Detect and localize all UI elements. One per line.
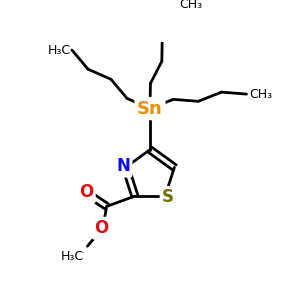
Text: O: O xyxy=(94,219,109,237)
Text: CH₃: CH₃ xyxy=(179,0,202,11)
Text: H₃C: H₃C xyxy=(60,250,83,263)
Text: H₃C: H₃C xyxy=(47,44,70,56)
Text: O: O xyxy=(79,183,93,201)
Text: Sn: Sn xyxy=(137,100,163,118)
Text: N: N xyxy=(116,157,130,175)
Text: CH₃: CH₃ xyxy=(249,88,272,100)
Text: S: S xyxy=(162,188,174,206)
